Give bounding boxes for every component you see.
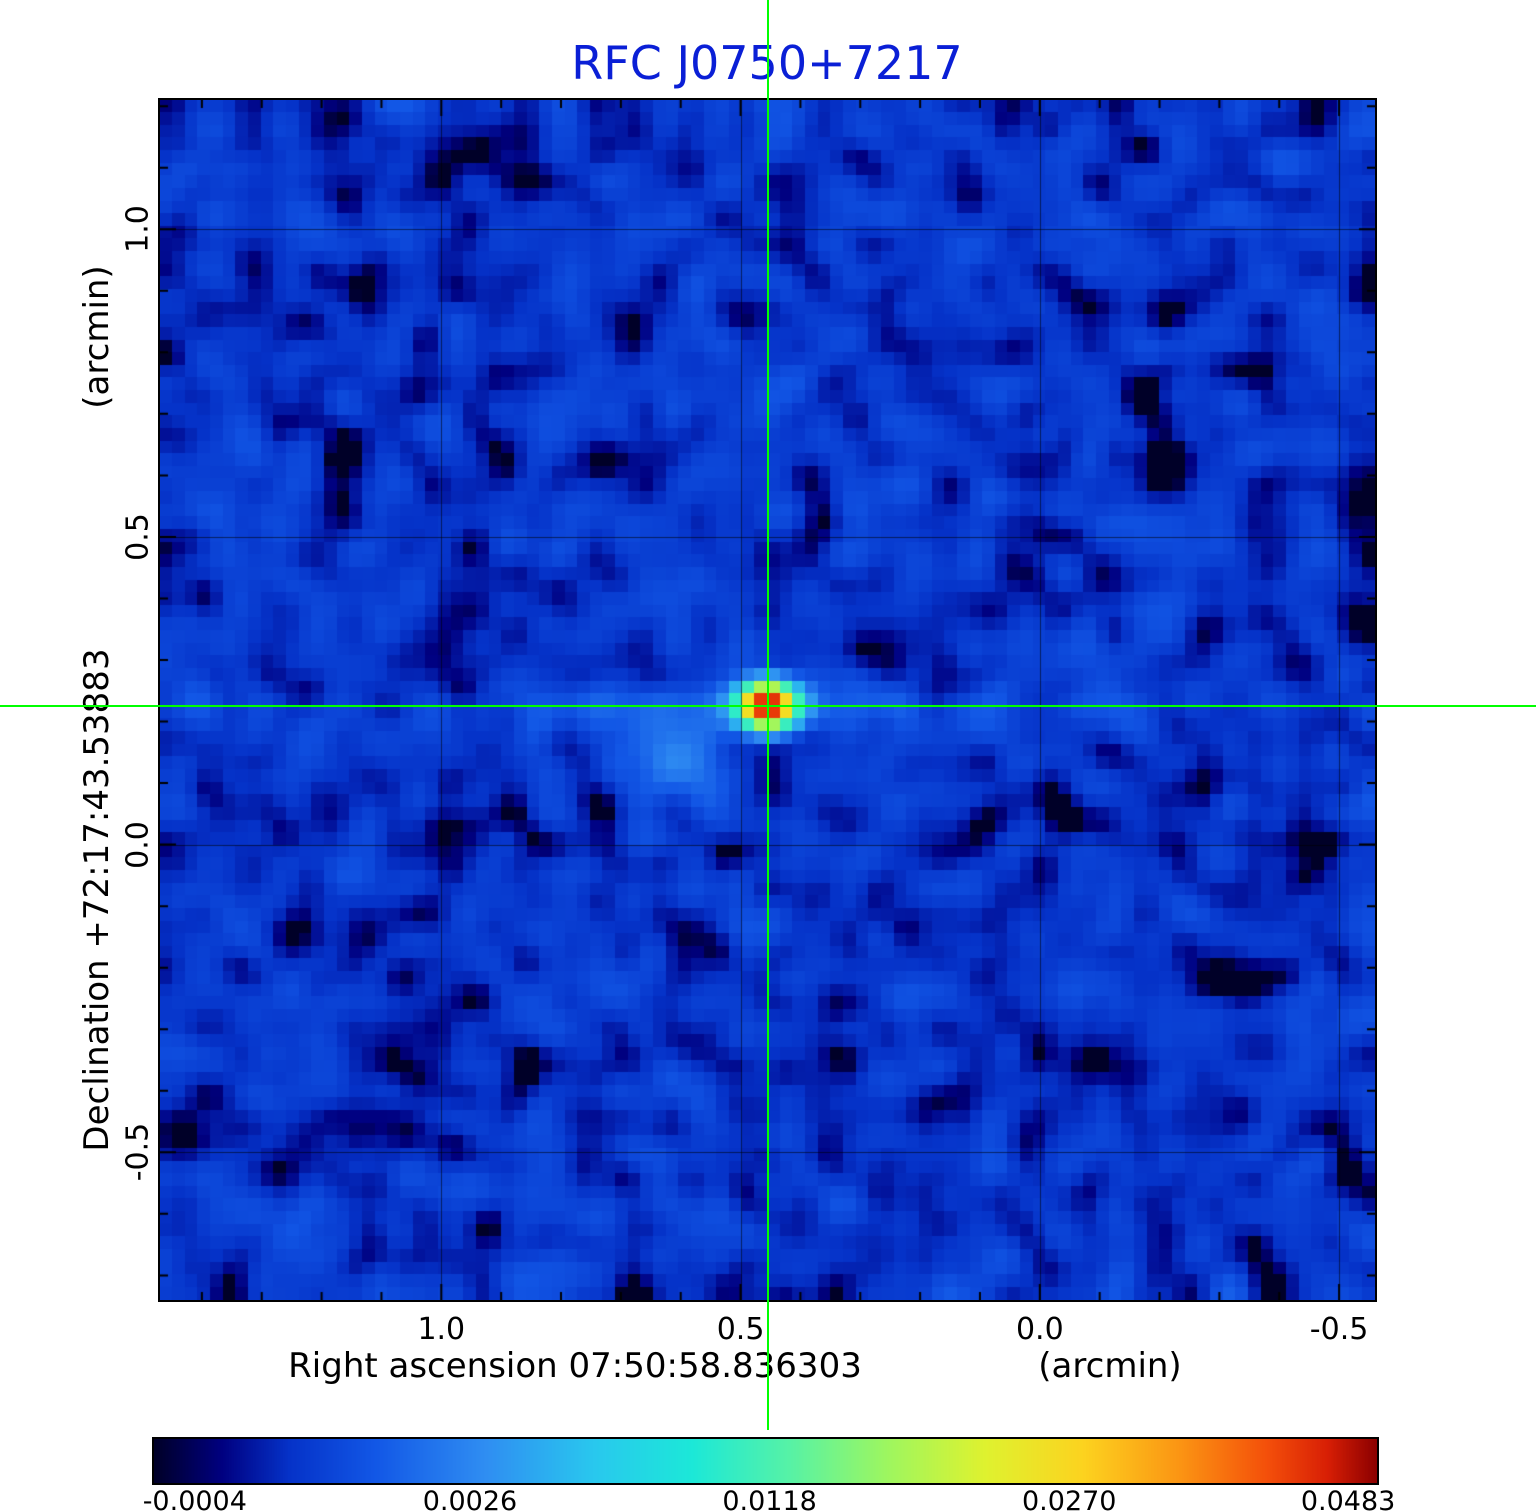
colorbar-tick-label: -0.0004 bbox=[142, 1486, 247, 1511]
colorbar-tick-label: 0.0270 bbox=[1022, 1486, 1117, 1511]
y-axis-tick-label: 1.0 bbox=[120, 205, 156, 254]
y-axis-unit-label: (arcmin) bbox=[77, 265, 117, 409]
colorbar bbox=[152, 1437, 1379, 1485]
crosshair-vertical-line bbox=[766, 0, 769, 1430]
x-axis-tick-label: 0.0 bbox=[1015, 1312, 1064, 1347]
y-axis-title: Declination +72:17:43.53883 bbox=[77, 648, 117, 1152]
x-axis-title: Right ascension 07:50:58.836303 bbox=[288, 1346, 862, 1386]
colorbar-tick-label: 0.0483 bbox=[1300, 1486, 1396, 1511]
x-axis-tick-label: 0.5 bbox=[716, 1312, 765, 1347]
y-axis-tick-label: 0.5 bbox=[120, 513, 156, 561]
x-axis-tick-label: -0.5 bbox=[1309, 1312, 1369, 1347]
colorbar-tick-label: 0.0118 bbox=[722, 1486, 817, 1511]
crosshair-horizontal-line bbox=[0, 705, 1536, 708]
x-axis-unit-label: (arcmin) bbox=[1038, 1346, 1182, 1386]
colorbar-tick-label: 0.0026 bbox=[422, 1486, 518, 1511]
x-axis-tick-label: 1.0 bbox=[417, 1312, 466, 1347]
y-axis-tick-label: -0.5 bbox=[120, 1123, 156, 1182]
y-axis-tick-label: 0.0 bbox=[120, 820, 156, 869]
